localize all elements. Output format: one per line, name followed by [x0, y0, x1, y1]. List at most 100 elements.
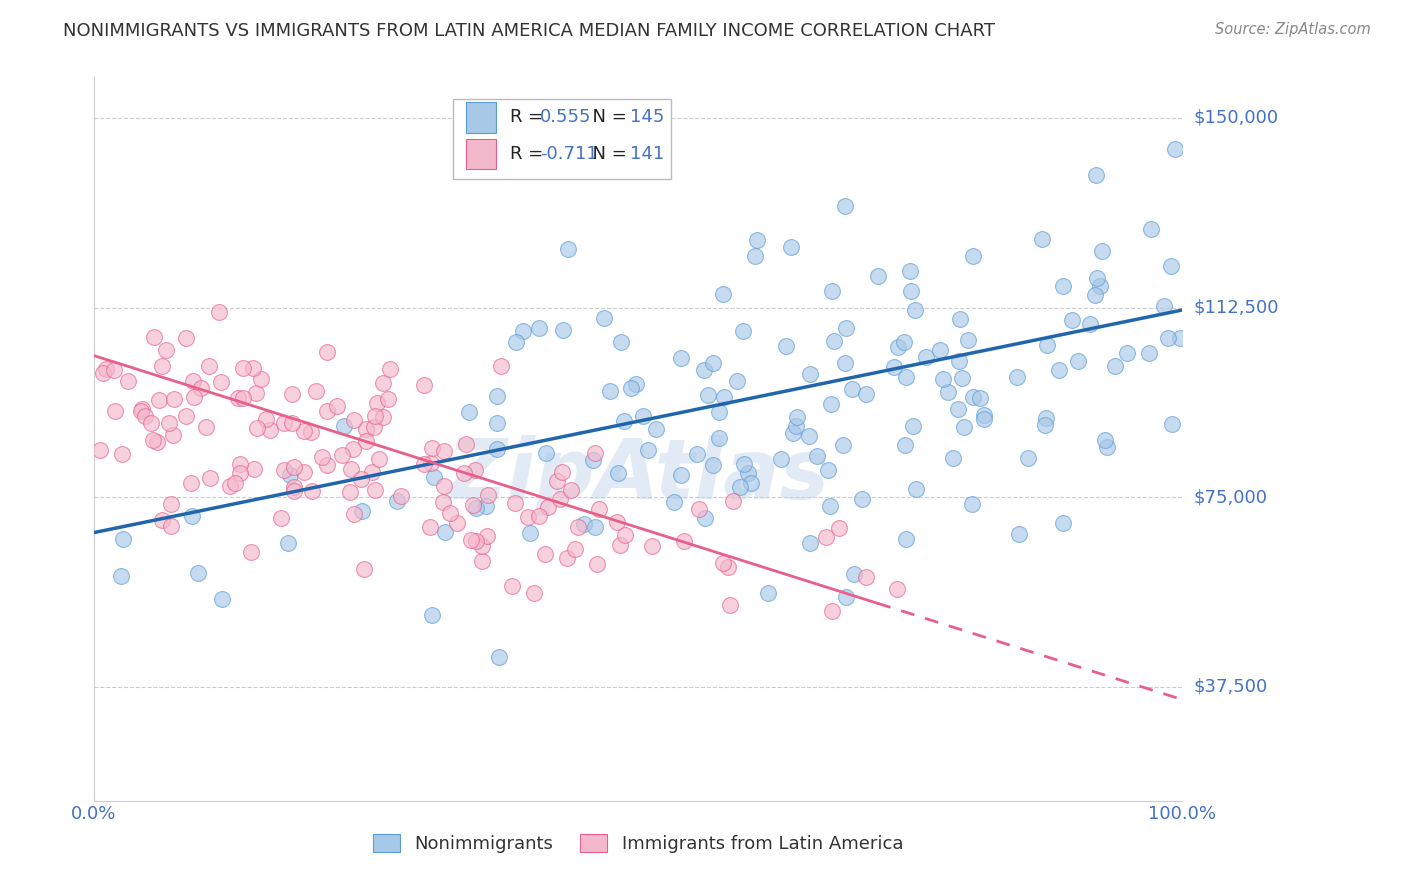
Point — [835, 590, 858, 604]
Point — [208, 305, 231, 319]
Point — [697, 388, 720, 402]
Point — [353, 562, 375, 576]
Point — [780, 240, 803, 254]
Point — [420, 607, 443, 622]
Point — [339, 462, 361, 476]
Point — [851, 491, 873, 506]
Point — [456, 437, 478, 451]
Point — [775, 338, 797, 352]
Point — [246, 421, 269, 435]
Text: -0.711: -0.711 — [540, 145, 598, 163]
Text: $150,000: $150,000 — [1194, 109, 1278, 127]
Point — [155, 343, 177, 357]
Point — [162, 428, 184, 442]
Point — [200, 471, 222, 485]
Point — [949, 311, 972, 326]
Point — [465, 533, 488, 548]
Point — [226, 392, 249, 406]
FancyBboxPatch shape — [453, 99, 671, 178]
Point — [486, 442, 509, 456]
Legend: Nonimmigrants, Immigrants from Latin America: Nonimmigrants, Immigrants from Latin Ame… — [373, 834, 903, 853]
Point — [583, 519, 606, 533]
Point — [150, 359, 173, 374]
Point — [432, 495, 454, 509]
Text: 145: 145 — [630, 108, 665, 127]
Point — [886, 582, 908, 597]
Point — [501, 579, 523, 593]
Point — [718, 598, 741, 612]
Point — [463, 498, 485, 512]
Point — [1052, 516, 1074, 530]
Text: Source: ZipAtlas.com: Source: ZipAtlas.com — [1215, 22, 1371, 37]
Point — [901, 419, 924, 434]
Point — [609, 538, 631, 552]
Point — [142, 434, 165, 448]
Point — [1062, 312, 1084, 326]
Point — [713, 390, 735, 404]
Point — [103, 363, 125, 377]
Point — [567, 520, 589, 534]
Point — [129, 404, 152, 418]
Point — [551, 323, 574, 337]
Point — [1091, 244, 1114, 258]
Point — [342, 442, 364, 457]
Point — [110, 569, 132, 583]
Point — [176, 331, 198, 345]
Point — [460, 533, 482, 548]
Point — [146, 435, 169, 450]
Point — [174, 409, 197, 424]
Point — [1085, 271, 1108, 285]
Point — [613, 528, 636, 542]
Point — [160, 497, 183, 511]
Text: $75,000: $75,000 — [1194, 488, 1267, 506]
Point — [485, 389, 508, 403]
Point — [702, 356, 724, 370]
Point — [475, 529, 498, 543]
Point — [1160, 259, 1182, 273]
Point — [163, 392, 186, 406]
Point — [1031, 232, 1053, 246]
Point — [475, 500, 498, 514]
Point — [707, 431, 730, 445]
Point — [866, 268, 889, 283]
Point — [1007, 370, 1029, 384]
Point — [799, 536, 821, 550]
Point — [834, 321, 856, 335]
Point — [270, 511, 292, 525]
Point — [534, 547, 557, 561]
Point — [111, 532, 134, 546]
Point — [89, 443, 111, 458]
Point — [770, 451, 793, 466]
Point — [1168, 331, 1191, 345]
Point — [181, 374, 204, 388]
Point — [190, 381, 212, 395]
Point — [1017, 450, 1039, 465]
Point — [316, 404, 339, 418]
Point — [823, 334, 845, 348]
Point — [385, 494, 408, 508]
Point — [711, 286, 734, 301]
Point — [820, 397, 842, 411]
Point — [956, 333, 979, 347]
Point — [1104, 359, 1126, 373]
Point — [527, 321, 550, 335]
Point — [973, 412, 995, 426]
Point — [894, 370, 917, 384]
Point — [283, 460, 305, 475]
Point — [592, 310, 614, 325]
Point — [1052, 279, 1074, 293]
Point — [240, 545, 263, 559]
Text: ZipAtlas: ZipAtlas — [446, 434, 830, 516]
Point — [477, 488, 499, 502]
Point — [610, 335, 633, 350]
Point — [806, 449, 828, 463]
Point — [1084, 288, 1107, 302]
Point — [832, 438, 855, 452]
Point — [756, 586, 779, 600]
Point — [1047, 362, 1070, 376]
Point — [198, 359, 221, 373]
Point — [180, 509, 202, 524]
Point — [505, 335, 527, 350]
Point — [523, 586, 546, 600]
Point — [711, 557, 734, 571]
